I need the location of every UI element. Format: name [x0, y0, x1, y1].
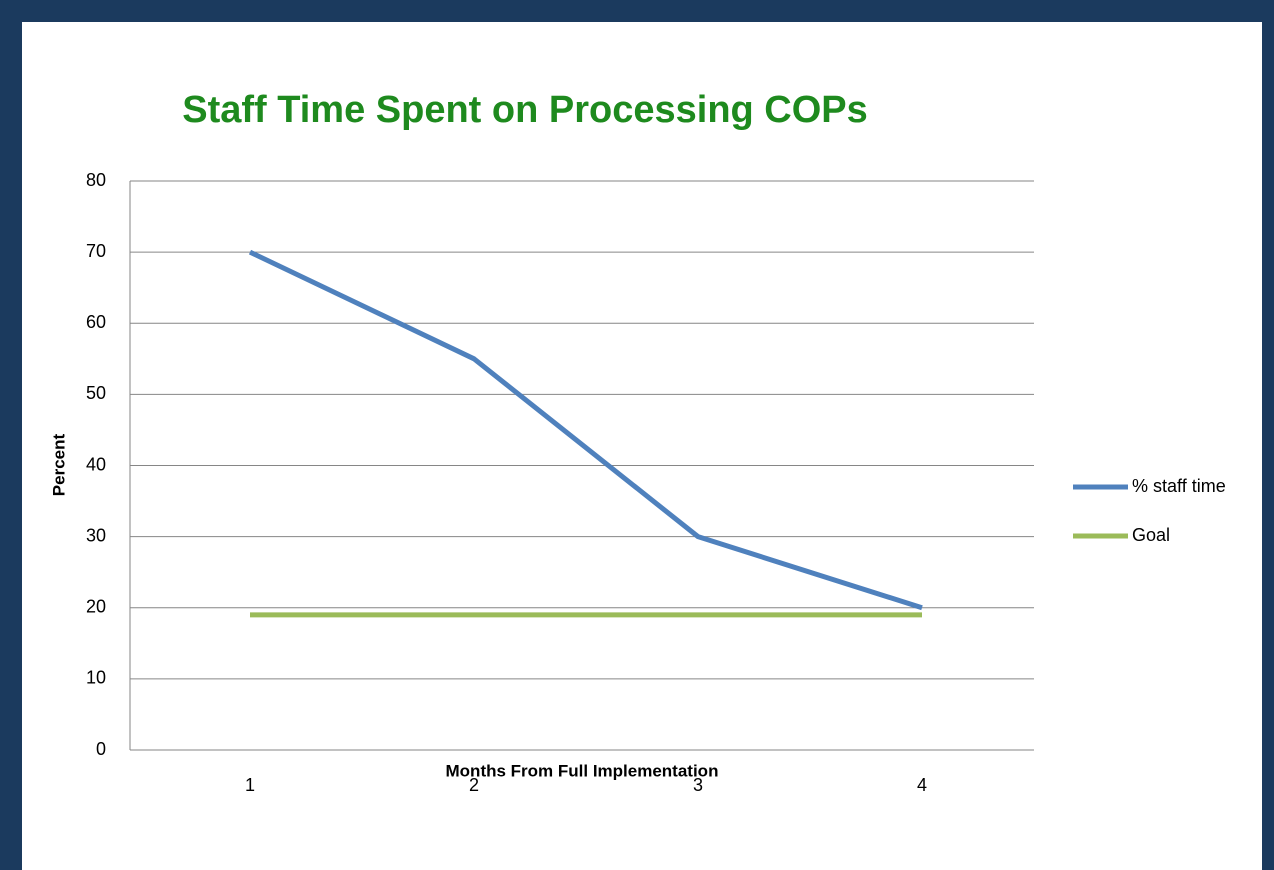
y-tick-label: 70	[86, 241, 106, 261]
legend-label: % staff time	[1132, 476, 1226, 496]
x-tick-label: 4	[917, 775, 927, 795]
y-tick-label: 60	[86, 312, 106, 332]
x-tick-label: 1	[245, 775, 255, 795]
x-tick-label: 2	[469, 775, 479, 795]
x-axis-title: Months From Full Implementation	[446, 761, 719, 780]
y-tick-label: 10	[86, 668, 106, 688]
legend-label: Goal	[1132, 525, 1170, 545]
y-tick-label: 50	[86, 383, 106, 403]
y-axis-title: Percent	[49, 433, 68, 496]
chart-title: Staff Time Spent on Processing COPs	[182, 89, 868, 131]
y-tick-label: 80	[86, 170, 106, 190]
y-tick-label: 30	[86, 525, 106, 545]
y-tick-label: 40	[86, 454, 106, 474]
y-tick-label: 0	[96, 739, 106, 759]
chart-background	[22, 22, 1262, 870]
x-tick-label: 3	[693, 775, 703, 795]
data-line	[248, 249, 923, 611]
y-tick-label: 20	[86, 597, 106, 617]
